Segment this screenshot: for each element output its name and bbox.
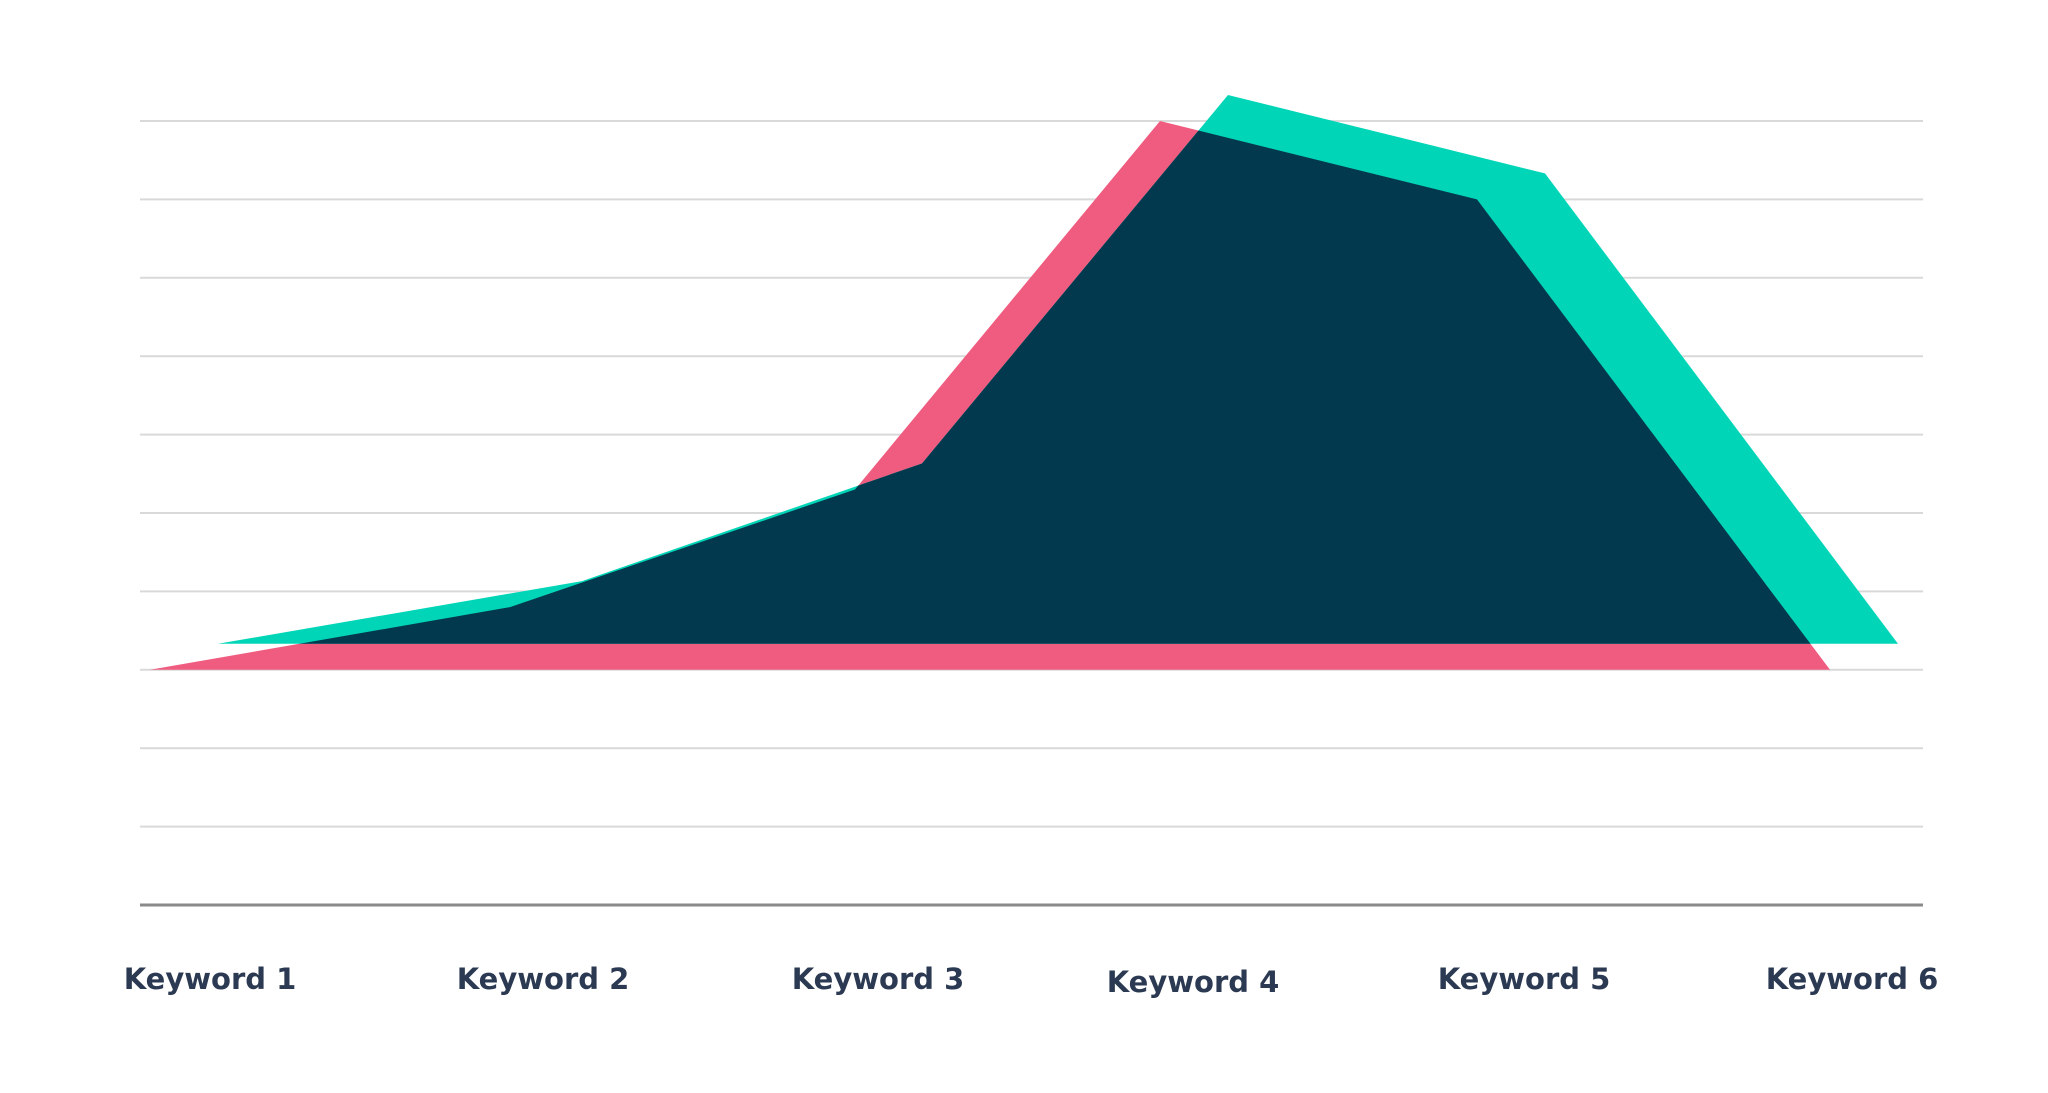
series-overlap-area <box>218 121 1830 644</box>
x-tick-label-keyword-1: Keyword 1 <box>124 962 297 996</box>
x-tick-label-keyword-3: Keyword 3 <box>792 962 965 996</box>
series-areas <box>150 95 1898 670</box>
x-tick-label-keyword-5: Keyword 5 <box>1438 962 1611 996</box>
x-tick-label-keyword-4: Keyword 4 <box>1107 965 1280 999</box>
category-labels: Keyword 1 Keyword 2 Keyword 3 Keyword 4 Keyw… <box>124 962 1939 999</box>
x-tick-label-keyword-2: Keyword 2 <box>457 962 630 996</box>
x-tick-label-keyword-6: Keyword 6 <box>1766 962 1939 996</box>
